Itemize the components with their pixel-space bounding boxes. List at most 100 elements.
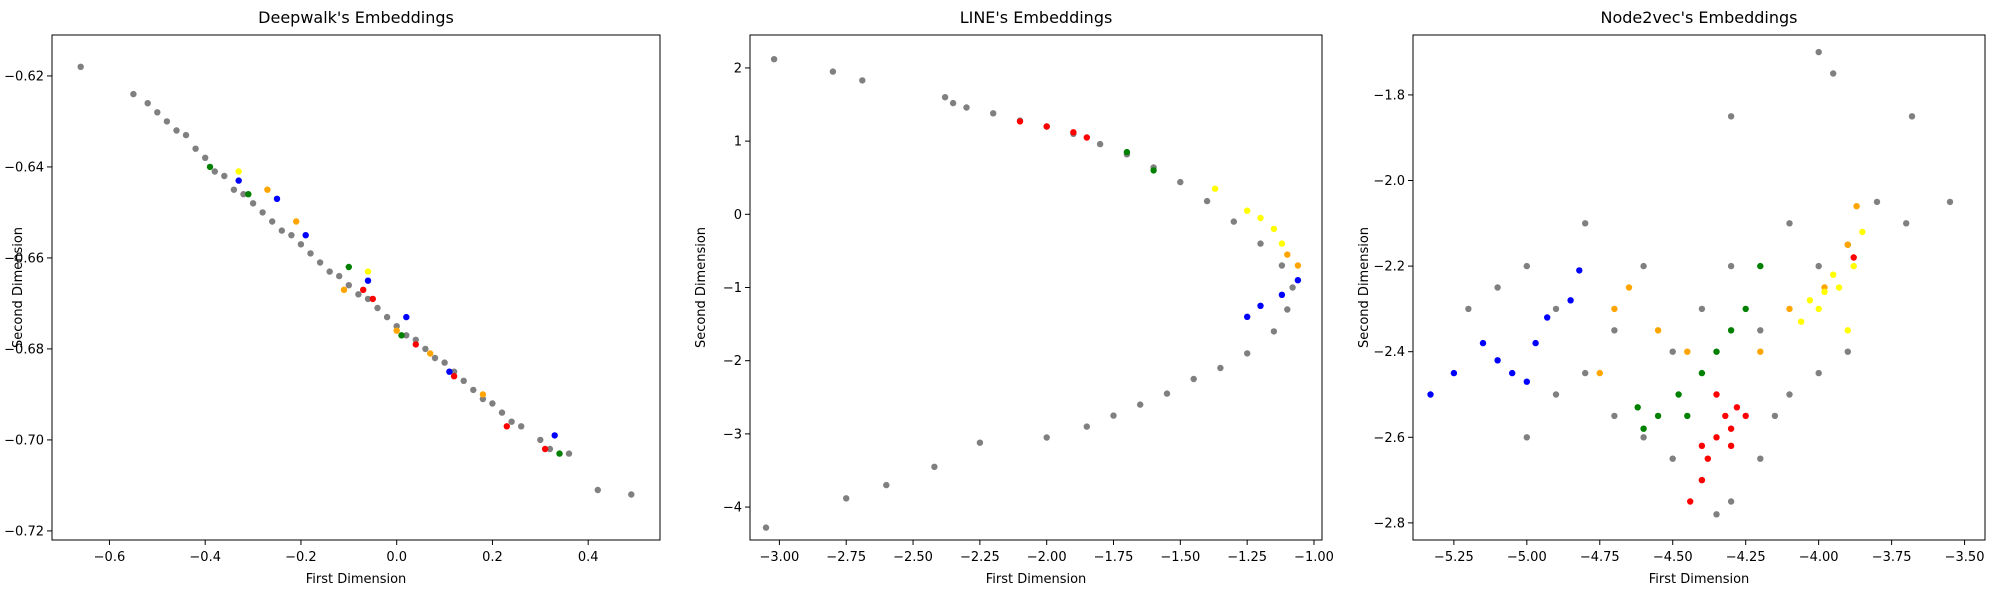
line-point-s0-31 bbox=[883, 481, 890, 489]
deepwalk-point-s0-39 bbox=[498, 409, 506, 416]
line-x-tick-label: −1.00 bbox=[1294, 550, 1334, 565]
line-point-s1-2 bbox=[1070, 129, 1077, 136]
node2vec-point-s1-6 bbox=[1532, 339, 1539, 347]
deepwalk-point-s1-6 bbox=[551, 432, 558, 439]
node2vec-point-s0-2 bbox=[1523, 262, 1531, 270]
deepwalk-y-tick-label: −0.62 bbox=[4, 69, 44, 84]
deepwalk-point-s0-31 bbox=[422, 345, 429, 353]
deepwalk-x-tick-label: −0.4 bbox=[189, 550, 221, 565]
node2vec-point-s0-17 bbox=[1908, 113, 1916, 120]
node2vec-x-tick-label: −5.00 bbox=[1507, 550, 1547, 565]
deepwalk-point-s1-5 bbox=[446, 368, 453, 375]
deepwalk-y-axis-label: Second Dimension bbox=[11, 227, 26, 348]
deepwalk-point-s0-12 bbox=[240, 191, 247, 198]
deepwalk-x-axis-label: First Dimension bbox=[306, 572, 407, 587]
line-y-tick-label: −4 bbox=[723, 501, 742, 516]
deepwalk-plot-frame bbox=[51, 34, 661, 541]
node2vec-point-s4-3 bbox=[1713, 434, 1720, 441]
line-point-s5-2 bbox=[1257, 302, 1264, 309]
node2vec-point-s4-5 bbox=[1727, 425, 1735, 432]
node2vec-point-s3-9 bbox=[1684, 412, 1691, 420]
deepwalk-y-tick-label: −0.72 bbox=[4, 524, 44, 539]
deepwalk-point-s5-1 bbox=[364, 268, 372, 275]
node2vec-point-s0-33 bbox=[1844, 348, 1852, 355]
node2vec-point-s0-32 bbox=[1815, 369, 1822, 377]
node2vec-point-s3-2 bbox=[1654, 412, 1662, 420]
deepwalk-point-s0-36 bbox=[470, 386, 477, 394]
node2vec-point-s2-9 bbox=[1853, 203, 1860, 210]
deepwalk-point-s0-11 bbox=[230, 186, 238, 193]
deepwalk-point-s3-0 bbox=[264, 186, 271, 193]
node2vec-point-s4-11 bbox=[1850, 254, 1857, 261]
line-y-tick-label: −3 bbox=[723, 427, 742, 442]
line-point-s0-29 bbox=[976, 439, 984, 446]
node2vec-point-s5-5 bbox=[1844, 327, 1852, 334]
node2vec-point-s0-5 bbox=[1611, 327, 1618, 334]
deepwalk-point-s0-28 bbox=[393, 323, 400, 330]
line-y-tick-label: −2 bbox=[723, 354, 742, 369]
line-x-tick-label: −2.00 bbox=[1027, 550, 1067, 565]
node2vec-chart-title: Node2vec's Embeddings bbox=[1601, 8, 1798, 27]
node2vec-point-s0-16 bbox=[1946, 198, 1954, 206]
node2vec-y-tick-label: −2.8 bbox=[1373, 516, 1405, 531]
deepwalk-point-s5-0 bbox=[235, 168, 242, 175]
node2vec-point-s2-0 bbox=[1596, 369, 1604, 377]
line-x-tick-label: −2.75 bbox=[826, 550, 866, 565]
node2vec-plot-frame bbox=[1412, 34, 1986, 541]
deepwalk-x-tick-label: −0.2 bbox=[285, 550, 317, 565]
node2vec-point-s4-4 bbox=[1722, 412, 1729, 420]
node2vec-point-s0-31 bbox=[1786, 391, 1793, 398]
node2vec-y-tick-label: −1.8 bbox=[1373, 88, 1405, 103]
line-point-s0-3 bbox=[941, 94, 949, 101]
node2vec-point-s4-8 bbox=[1713, 391, 1720, 398]
deepwalk-point-s4-3 bbox=[398, 332, 405, 339]
node2vec-point-s4-6 bbox=[1733, 404, 1741, 411]
deepwalk-point-s3-4 bbox=[427, 350, 434, 357]
node2vec-point-s4-10 bbox=[1727, 442, 1735, 449]
node2vec-point-s0-22 bbox=[1552, 391, 1560, 398]
line-point-s1-1 bbox=[1043, 123, 1050, 130]
node2vec-y-axis-label: Second Dimension bbox=[1357, 227, 1372, 348]
line-point-s0-10 bbox=[1096, 140, 1104, 148]
node2vec-point-s0-7 bbox=[1669, 348, 1676, 355]
deepwalk-point-s1-1 bbox=[273, 195, 281, 202]
node2vec-point-s0-28 bbox=[1727, 498, 1735, 505]
line-point-s0-15 bbox=[1230, 218, 1238, 225]
deepwalk-point-s0-34 bbox=[450, 368, 458, 375]
line-y-tick-label: 0 bbox=[734, 208, 742, 223]
node2vec-point-s0-10 bbox=[1757, 327, 1764, 334]
node2vec-point-s0-0 bbox=[1465, 305, 1472, 313]
deepwalk-point-s4-2 bbox=[345, 263, 352, 271]
line-point-s4-0 bbox=[1294, 262, 1302, 269]
node2vec-point-s1-7 bbox=[1544, 314, 1551, 321]
node2vec-point-s0-34 bbox=[1771, 412, 1779, 420]
deepwalk-point-s2-0 bbox=[360, 286, 367, 293]
node2vec-point-s0-26 bbox=[1669, 455, 1676, 462]
deepwalk-point-s0-13 bbox=[249, 200, 257, 207]
line-y-tick-label: −1 bbox=[723, 281, 742, 296]
line-point-s0-19 bbox=[1284, 306, 1291, 313]
node2vec-point-s4-1 bbox=[1698, 476, 1706, 484]
node2vec-point-s0-18 bbox=[1815, 48, 1822, 56]
node2vec-x-tick-label: −5.25 bbox=[1434, 550, 1474, 565]
deepwalk-panel: −0.6 −0.4 −0.2 0.0 0.2 0.4 −0.72 −0.70 −0.68 −0.6… bbox=[4, 8, 661, 587]
line-point-s0-20 bbox=[1270, 328, 1278, 335]
line-point-s0-26 bbox=[1110, 412, 1117, 419]
line-point-s0-17 bbox=[1278, 262, 1286, 269]
node2vec-point-s0-14 bbox=[1873, 198, 1881, 206]
node2vec-point-s2-4 bbox=[1684, 348, 1691, 355]
line-plot-frame bbox=[749, 34, 1323, 541]
line-x-axis-label: First Dimension bbox=[986, 572, 1087, 587]
line-point-s3-2 bbox=[1257, 214, 1264, 222]
node2vec-x-tick-label: −4.75 bbox=[1580, 550, 1620, 565]
deepwalk-chart-title: Deepwalk's Embeddings bbox=[258, 8, 454, 27]
deepwalk-point-s0-7 bbox=[192, 145, 199, 152]
deepwalk-y-tick-label: −0.64 bbox=[4, 160, 44, 175]
line-x-tick-label: −1.50 bbox=[1160, 550, 1200, 565]
node2vec-point-s5-7 bbox=[1859, 228, 1866, 236]
node2vec-point-s1-5 bbox=[1523, 378, 1531, 385]
node2vec-point-s4-0 bbox=[1687, 498, 1694, 505]
line-point-s1-0 bbox=[1016, 118, 1024, 125]
node2vec-x-tick-label: −4.25 bbox=[1726, 550, 1766, 565]
node2vec-point-s1-8 bbox=[1567, 297, 1574, 304]
